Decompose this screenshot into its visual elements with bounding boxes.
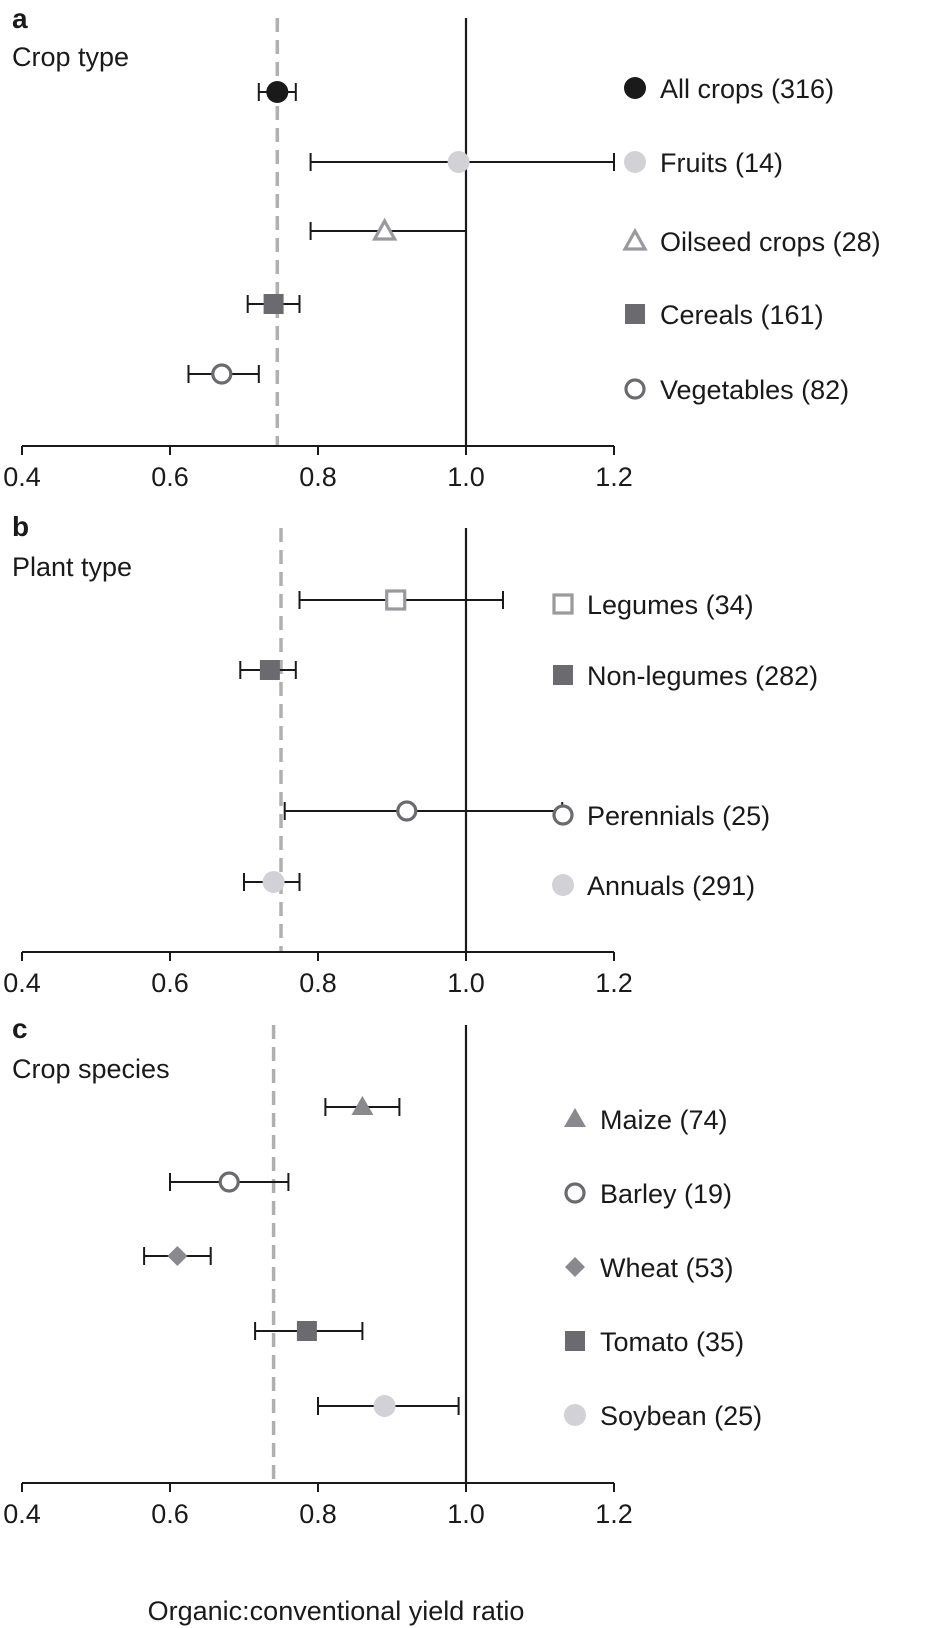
x-tick-label: 0.4	[3, 1499, 41, 1529]
fruits-legend-label: Fruits (14)	[660, 148, 783, 178]
legumes-legend-label: Legumes (34)	[587, 590, 754, 620]
tomato-legend-marker	[565, 1331, 585, 1351]
legumes-legend-marker	[552, 593, 574, 615]
cereals-legend-label: Cereals (161)	[660, 300, 824, 330]
perennials-legend-marker	[552, 804, 574, 826]
panel-crop-type: a Crop type 0.4 0.6 0.8 1.0 1.2 All crops (316)…	[3, 3, 880, 492]
non-legumes-point	[259, 660, 280, 680]
panel-crop-species: c Crop species 0.4 0.6 0.8 1.0 1.2 Maize (74) Ba…	[3, 1013, 762, 1529]
wheat-point	[167, 1246, 188, 1266]
barley-legend-label: Barley (19)	[600, 1179, 732, 1209]
perennials-legend-label: Perennials (25)	[587, 801, 770, 831]
non-legumes-legend-marker	[553, 665, 573, 685]
wheat-legend-marker	[565, 1257, 585, 1277]
all-crops-legend-marker	[624, 77, 646, 99]
annuals-point	[262, 871, 285, 893]
panel-title: Plant type	[12, 552, 132, 582]
x-tick-label: 1.0	[447, 968, 485, 998]
maize-legend-marker	[564, 1108, 586, 1127]
cereals-point	[263, 294, 284, 314]
x-axis-label: Organic:conventional yield ratio	[148, 1596, 525, 1626]
x-tick-label: 0.6	[151, 462, 189, 492]
x-tick-label: 0.8	[299, 462, 337, 492]
tomato-legend-label: Tomato (35)	[600, 1327, 744, 1357]
x-tick-label: 1.2	[595, 462, 633, 492]
oilseed-crops-point	[371, 217, 398, 241]
panel-title: Crop type	[12, 42, 129, 72]
x-tick-label: 0.4	[3, 462, 41, 492]
maize-legend-label: Maize (74)	[600, 1105, 728, 1135]
panel-letter: c	[12, 1013, 28, 1044]
tomato-point	[296, 1321, 317, 1341]
x-tick-label: 1.0	[447, 462, 485, 492]
legumes-point	[385, 589, 407, 611]
panel-title: Crop species	[12, 1054, 170, 1084]
wheat-legend-label: Wheat (53)	[600, 1253, 734, 1283]
x-tick-label: 0.6	[151, 1499, 189, 1529]
non-legumes-legend-label: Non-legumes (282)	[587, 661, 818, 691]
vegetables-legend-marker	[624, 378, 646, 400]
barley-legend-marker	[564, 1182, 586, 1204]
fruits-legend-marker	[624, 151, 646, 173]
x-tick-label: 0.8	[299, 1499, 337, 1529]
cereals-legend-marker	[625, 304, 645, 324]
x-tick-label: 0.8	[299, 968, 337, 998]
soybean-point	[373, 1395, 396, 1417]
x-tick-label: 0.4	[3, 968, 41, 998]
all-crops-point	[266, 81, 289, 103]
panel-letter: a	[12, 3, 28, 34]
vegetables-point	[211, 363, 233, 385]
oilseed-crops-legend-marker	[622, 227, 648, 251]
oilseed-crops-legend-label: Oilseed crops (28)	[660, 227, 881, 257]
x-tick-label: 1.0	[447, 1499, 485, 1529]
panel-letter: b	[12, 511, 29, 542]
x-tick-label: 0.6	[151, 968, 189, 998]
all-crops-legend-label: All crops (316)	[660, 74, 834, 104]
barley-point	[218, 1171, 240, 1193]
x-tick-label: 1.2	[595, 1499, 633, 1529]
soybean-legend-marker	[564, 1404, 586, 1426]
vegetables-legend-label: Vegetables (82)	[660, 375, 849, 405]
annuals-legend-marker	[552, 874, 574, 896]
perennials-point	[396, 800, 418, 822]
fruits-point	[447, 151, 470, 173]
panel-plant-type: b Plant type 0.4 0.6 0.8 1.0 1.2 Legumes (34) No…	[3, 511, 818, 998]
x-tick-label: 1.2	[595, 968, 633, 998]
soybean-legend-label: Soybean (25)	[600, 1401, 762, 1431]
annuals-legend-label: Annuals (291)	[587, 871, 755, 901]
maize-point	[351, 1096, 374, 1115]
